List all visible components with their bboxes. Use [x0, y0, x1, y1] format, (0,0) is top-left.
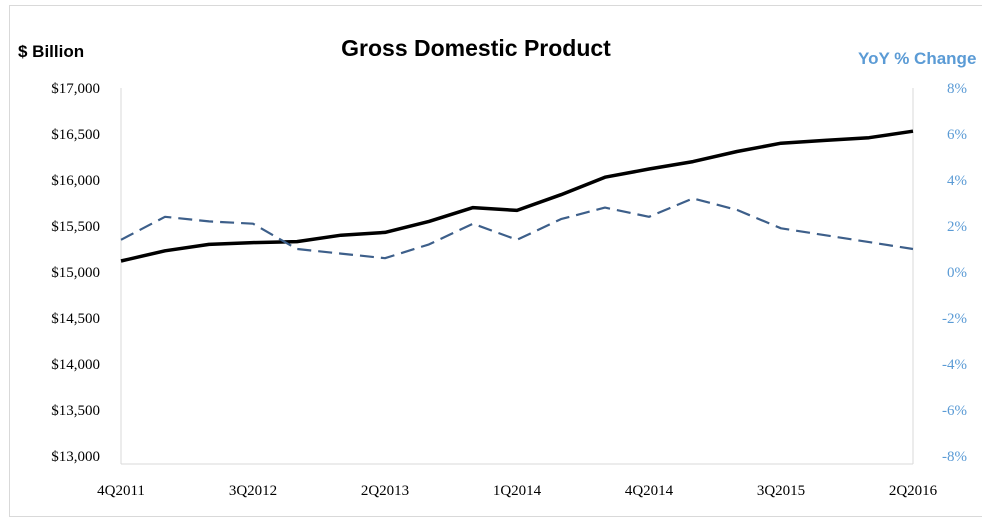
x-tick-label: 2Q2013: [361, 483, 409, 499]
right-tick-labels: 8% 6% 4% 2% 0% -2% -4% -6% -8%: [942, 81, 967, 465]
left-tick-label: $15,500: [51, 219, 100, 235]
right-tick-label: -8%: [942, 449, 967, 465]
x-tick-label: 4Q2011: [97, 483, 145, 499]
gdp-level-line: [120, 129, 914, 263]
yoy-change-line: [120, 197, 914, 260]
series-layer: [120, 129, 914, 263]
x-tick-label: 3Q2012: [229, 483, 277, 499]
right-tick-label: 6%: [947, 127, 967, 143]
right-tick-label: -6%: [942, 403, 967, 419]
left-tick-label: $16,500: [51, 127, 100, 143]
right-tick-label: 0%: [947, 265, 967, 281]
right-tick-label: 2%: [947, 219, 967, 235]
left-tick-label: $13,000: [51, 449, 100, 465]
right-tick-label: 8%: [947, 81, 967, 97]
x-tick-label: 4Q2014: [625, 483, 674, 499]
left-axis-label: $ Billion: [18, 42, 84, 61]
left-tick-label: $15,000: [51, 265, 100, 281]
right-tick-label: -2%: [942, 311, 967, 327]
right-axis-label: YoY % Change: [858, 49, 976, 68]
left-tick-label: $16,000: [51, 173, 100, 189]
left-tick-label: $14,500: [51, 311, 100, 327]
left-tick-labels: $17,000 $16,500 $16,000 $15,500 $15,000 $14,5…: [51, 81, 100, 465]
chart-title: Gross Domestic Product: [341, 35, 611, 61]
x-tick-label: 3Q2015: [757, 483, 805, 499]
x-tick-label: 2Q2016: [889, 483, 938, 499]
x-tick-label: 1Q2014: [493, 483, 542, 499]
right-tick-label: 4%: [947, 173, 967, 189]
left-tick-label: $14,000: [51, 357, 100, 373]
left-tick-label: $13,500: [51, 403, 100, 419]
left-tick-label: $17,000: [51, 81, 100, 97]
right-tick-label: -4%: [942, 357, 967, 373]
chart-frame: [9, 5, 982, 517]
x-tick-labels: 4Q2011 3Q2012 2Q2013 1Q2014 4Q2014 3Q2015 2Q20…: [97, 483, 938, 499]
